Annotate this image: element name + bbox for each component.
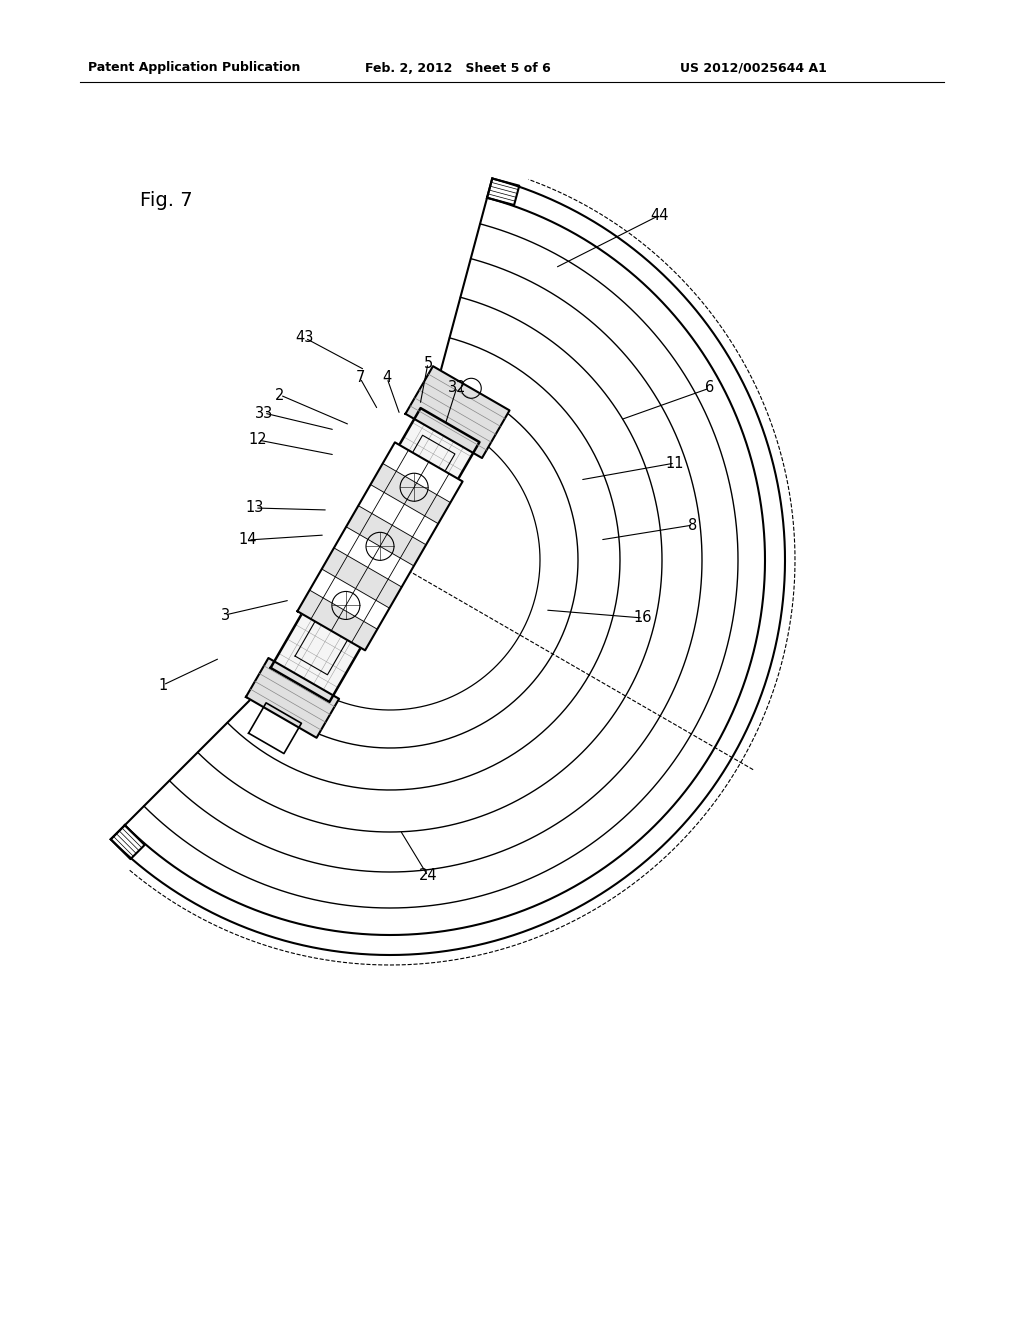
Text: 14: 14 (239, 532, 257, 548)
Text: 8: 8 (688, 517, 697, 532)
Text: 24: 24 (419, 869, 437, 883)
Text: 2: 2 (275, 388, 285, 403)
Polygon shape (322, 548, 401, 609)
Text: 5: 5 (423, 355, 432, 371)
Text: 44: 44 (650, 207, 670, 223)
Text: 11: 11 (666, 455, 684, 470)
Text: 3: 3 (220, 607, 229, 623)
Text: 1: 1 (159, 677, 168, 693)
Text: 16: 16 (634, 610, 652, 626)
Text: Feb. 2, 2012   Sheet 5 of 6: Feb. 2, 2012 Sheet 5 of 6 (365, 62, 551, 74)
Text: 4: 4 (382, 371, 391, 385)
Text: 43: 43 (296, 330, 314, 346)
Text: 33: 33 (255, 405, 273, 421)
Polygon shape (270, 408, 479, 702)
Polygon shape (297, 442, 463, 651)
Text: 12: 12 (249, 433, 267, 447)
Text: 13: 13 (246, 500, 264, 516)
Text: 32: 32 (447, 380, 466, 395)
Text: Patent Application Publication: Patent Application Publication (88, 62, 300, 74)
Polygon shape (346, 506, 426, 566)
Text: 7: 7 (355, 371, 365, 385)
Polygon shape (246, 657, 339, 738)
Text: US 2012/0025644 A1: US 2012/0025644 A1 (680, 62, 826, 74)
Text: 6: 6 (706, 380, 715, 396)
Polygon shape (371, 463, 451, 524)
Polygon shape (297, 590, 377, 651)
Text: Fig. 7: Fig. 7 (140, 190, 193, 210)
Polygon shape (406, 366, 510, 458)
